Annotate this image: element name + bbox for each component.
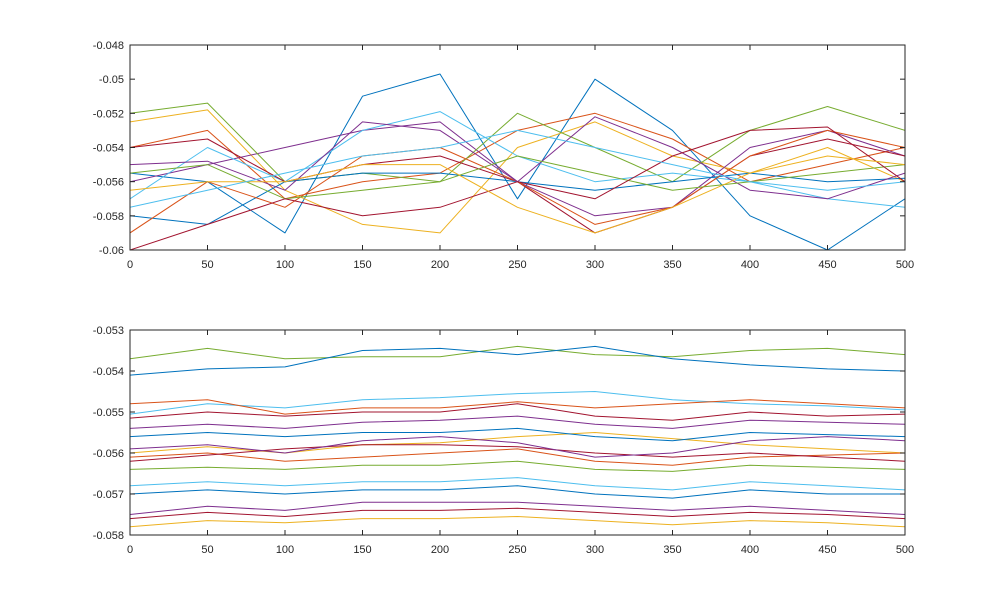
series-line-3 xyxy=(130,109,905,234)
y-tick-label: -0.06 xyxy=(99,245,124,257)
x-tick-label: 200 xyxy=(431,259,449,271)
y-tick-label: -0.056 xyxy=(93,448,124,460)
series-line-5 xyxy=(130,403,905,421)
series-line-14 xyxy=(130,485,905,499)
x-tick-label: 350 xyxy=(663,259,681,271)
series-group xyxy=(130,73,905,250)
y-tick-label: -0.058 xyxy=(93,211,124,223)
series-line-12 xyxy=(130,126,905,250)
x-tick-label: 350 xyxy=(663,544,681,556)
x-tick-label: 300 xyxy=(586,259,604,271)
series-line-2 xyxy=(130,345,905,376)
y-tick-label: -0.048 xyxy=(93,40,124,52)
x-tick-label: 100 xyxy=(276,259,294,271)
y-tick-label: -0.058 xyxy=(93,530,124,542)
series-line-10 xyxy=(130,460,905,472)
series-line-5 xyxy=(130,102,905,183)
series-line-4 xyxy=(130,399,905,415)
plot-area xyxy=(129,329,906,536)
x-tick-label: 400 xyxy=(741,259,759,271)
series-line-13 xyxy=(130,155,905,234)
x-tick-label: 0 xyxy=(127,259,133,271)
y-tick-label: -0.057 xyxy=(93,489,124,501)
series-line-1 xyxy=(130,345,905,360)
y-tick-label: -0.052 xyxy=(93,108,124,120)
y-tick-label: -0.055 xyxy=(93,407,124,419)
x-tick-label: 500 xyxy=(896,259,914,271)
series-line-11 xyxy=(130,155,905,200)
x-tick-label: 50 xyxy=(201,544,213,556)
x-tick-label: 50 xyxy=(201,259,213,271)
series-line-15 xyxy=(130,501,905,515)
series-line-14 xyxy=(130,129,905,208)
series-line-17 xyxy=(130,516,905,528)
series-line-3 xyxy=(130,391,905,415)
x-tick-label: 450 xyxy=(818,544,836,556)
y-tick-label: -0.053 xyxy=(93,325,124,337)
x-tick-label: 0 xyxy=(127,544,133,556)
series-line-6 xyxy=(130,415,905,429)
x-tick-label: 450 xyxy=(818,259,836,271)
x-tick-label: 400 xyxy=(741,544,759,556)
x-tick-label: 150 xyxy=(353,259,371,271)
x-tick-label: 100 xyxy=(276,544,294,556)
y-tick-label: -0.054 xyxy=(93,143,124,155)
series-line-1 xyxy=(130,73,905,250)
y-tick-label: -0.05 xyxy=(99,74,124,86)
series-line-16 xyxy=(130,507,905,520)
series-line-8 xyxy=(130,427,905,442)
series-line-13 xyxy=(130,477,905,491)
x-tick-label: 500 xyxy=(896,544,914,556)
top-axes: 0 50 100 150 200 250 300 350 400 450 500 -0.06 -0.05… xyxy=(93,40,914,271)
x-tick-label: 300 xyxy=(586,544,604,556)
bottom-axes: 0 50 100 150 200 250 300 350 400 450 500 -0.058 -0.0… xyxy=(93,325,914,556)
x-tick-label: 250 xyxy=(508,259,526,271)
series-group xyxy=(130,345,905,528)
series-line-9 xyxy=(130,448,905,466)
x-tick-label: 250 xyxy=(508,544,526,556)
y-tick-label: -0.054 xyxy=(93,366,124,378)
x-tick-label: 200 xyxy=(431,544,449,556)
series-line-12 xyxy=(130,436,905,458)
x-tick-label: 150 xyxy=(353,544,371,556)
series-line-11 xyxy=(130,444,905,462)
y-tick-label: -0.056 xyxy=(93,177,124,189)
